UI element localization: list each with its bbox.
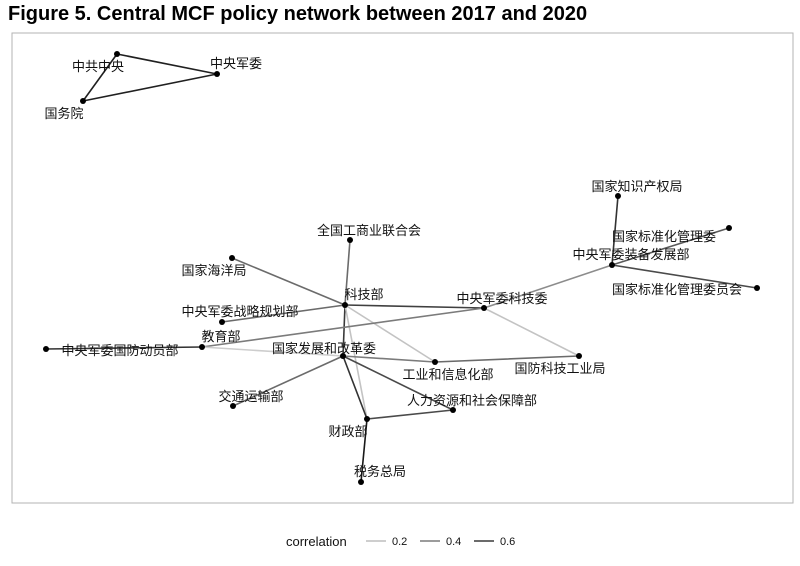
node-bzwyh [754, 285, 760, 291]
node-label-gsl: 全国工商业联合会 [317, 223, 421, 239]
node-zyjw [214, 71, 220, 77]
node-label-zgzy: 中共中央 [72, 60, 124, 75]
edge-kjb-zlgh [221, 304, 346, 323]
node-label-kjw: 中央军委科技委 [456, 292, 547, 307]
node-zscq [615, 193, 621, 199]
edge-fgw-gxb [342, 355, 436, 363]
node-kjb [342, 302, 348, 308]
node-gsl [347, 237, 353, 243]
edge-bzgl-zbfz [611, 227, 730, 266]
node-gwy [80, 98, 86, 104]
node-label-bzwyh: 国家标准化管理委员会 [612, 282, 742, 298]
node-label-fgw: 国家发展和改革委 [272, 341, 376, 357]
edge-zbfz-kjw [483, 264, 613, 309]
node-bzgl [726, 225, 732, 231]
legend-label-1: 0.4 [446, 536, 461, 548]
edge-zbfz-bzwyh [611, 264, 758, 289]
node-label-jtys: 交通运输部 [218, 389, 283, 405]
node-jyb [199, 344, 205, 350]
edge-kjw-jyb [201, 307, 485, 348]
node-label-jyb: 教育部 [201, 329, 240, 345]
edge-kjb-gxb [344, 304, 436, 363]
node-label-gfdy: 中央军委国防动员部 [61, 343, 178, 359]
node-label-swzj: 税务总局 [354, 464, 406, 480]
edge-zyjw-gwy [82, 73, 218, 102]
edge-gwy-zgzy [82, 53, 118, 102]
node-zlgh [219, 319, 225, 325]
node-gfkj [576, 353, 582, 359]
node-hyj [229, 255, 235, 261]
edge-gxb-gfkj [434, 355, 580, 363]
legend-label-2: 0.6 [500, 536, 515, 548]
node-zgzy [114, 51, 120, 57]
node-gfdy [43, 346, 49, 352]
legend-label-0: 0.2 [392, 536, 407, 548]
node-label-zyjw: 中央军委 [210, 57, 262, 72]
edge-kjw-gfkj [483, 307, 580, 357]
node-kjw [481, 305, 487, 311]
edge-layer [45, 53, 758, 483]
edge-jyb-fgw [201, 346, 344, 357]
edge-fgw-rlzy [342, 355, 454, 411]
label-layer: 中共中央 中央军委国务院国家知识产权局国家标准化管理委中央军委装备发展部国家标准化… [44, 57, 742, 480]
node-fgw [340, 353, 346, 359]
edge-kjb-fgw [342, 304, 346, 357]
edge-czb-swzj [360, 418, 368, 483]
node-label-zbfz: 中央军委装备发展部 [572, 247, 689, 263]
node-label-gwy: 国务院 [44, 106, 83, 122]
node-label-czb: 财政部 [328, 425, 367, 440]
edge-czb-rlzy [366, 409, 454, 420]
legend: correlation 0.2 0.4 0.6 [286, 534, 515, 549]
edge-fgw-jtys [232, 355, 344, 407]
node-label-zscq: 国家知识产权局 [591, 179, 682, 195]
edge-gsl-kjb [344, 239, 351, 306]
node-label-hyj: 国家海洋局 [181, 263, 246, 279]
edge-zgzy-zyjw [116, 53, 218, 75]
node-label-rlzy: 人力资源和社会保障部 [407, 393, 537, 409]
edge-hyj-kjb [231, 257, 346, 306]
node-jtys [230, 403, 236, 409]
node-rlzy [450, 407, 456, 413]
node-label-kjb: 科技部 [344, 288, 383, 303]
figure-title: Figure 5. Central MCF policy network bet… [8, 3, 588, 25]
node-label-gfkj: 国防科技工业局 [514, 361, 605, 377]
node-label-zlgh: 中央军委战略规划部 [181, 304, 298, 320]
edge-zscq-zbfz [611, 195, 619, 266]
node-label-gxb: 工业和信息化部 [402, 367, 493, 383]
legend-title: correlation [286, 534, 347, 549]
node-zbfz [609, 262, 615, 268]
edge-gfdy-jyb [45, 346, 203, 350]
plot-panel [11, 32, 794, 504]
node-label-bzgl: 国家标准化管理委 [612, 229, 716, 245]
edge-fgw-czb [342, 355, 368, 420]
node-swzj [358, 479, 364, 485]
edge-kjb-kjw [344, 304, 485, 309]
node-czb [364, 416, 370, 422]
node-layer [43, 51, 760, 485]
node-gxb [432, 359, 438, 365]
